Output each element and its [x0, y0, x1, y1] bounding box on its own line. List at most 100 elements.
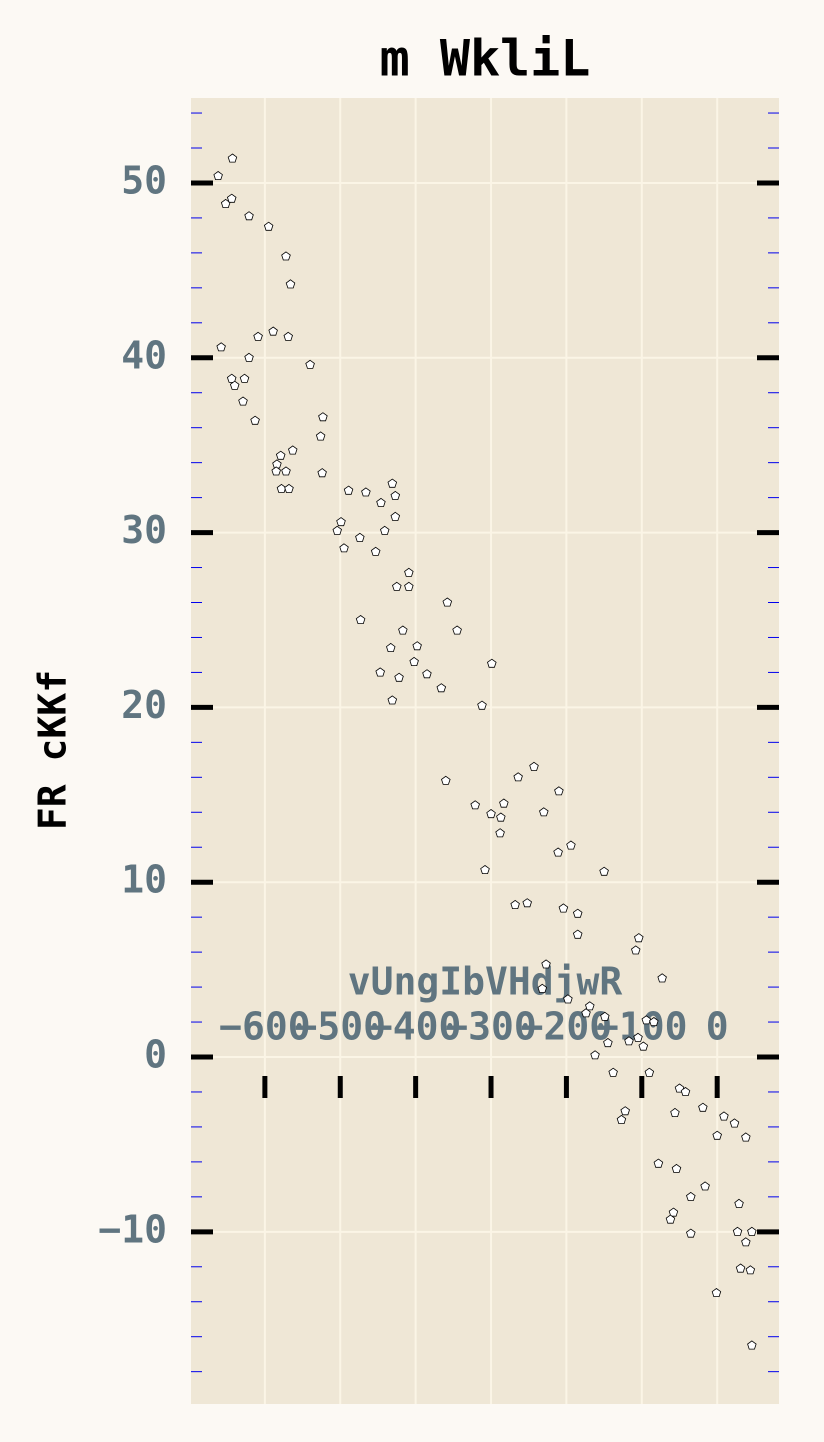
- point: [244, 211, 254, 221]
- point: [226, 373, 237, 383]
- point: [336, 517, 346, 527]
- point: [529, 761, 539, 771]
- point: [281, 251, 291, 261]
- y-tick-label: 10: [121, 858, 167, 902]
- point: [305, 359, 315, 369]
- point: [409, 656, 419, 666]
- point: [394, 672, 404, 682]
- y-tick-label: 20: [121, 683, 167, 727]
- grid: [191, 98, 779, 1404]
- point: [499, 798, 509, 808]
- point: [477, 700, 487, 710]
- point: [470, 800, 480, 810]
- point: [486, 809, 496, 819]
- point: [747, 1340, 757, 1350]
- point: [566, 840, 576, 850]
- point: [283, 331, 293, 341]
- point: [386, 642, 396, 652]
- point: [668, 1207, 679, 1217]
- point: [436, 683, 447, 693]
- y-axis-label: FR cKKf: [31, 670, 75, 830]
- point: [227, 153, 238, 163]
- point: [638, 1041, 649, 1051]
- point: [712, 1130, 722, 1140]
- y-tick-label: 30: [121, 508, 167, 552]
- point: [375, 667, 385, 677]
- point: [496, 812, 506, 822]
- point: [599, 866, 609, 876]
- point: [275, 450, 286, 460]
- point: [355, 615, 366, 624]
- point: [572, 929, 583, 939]
- point: [554, 786, 564, 796]
- point: [355, 532, 365, 542]
- point: [288, 445, 298, 455]
- point: [253, 331, 263, 341]
- point: [376, 497, 386, 507]
- point: [686, 1228, 696, 1238]
- y-tick-label: 0: [144, 1033, 167, 1077]
- point: [747, 1226, 757, 1236]
- point: [735, 1263, 746, 1273]
- point: [585, 1001, 595, 1011]
- point: [387, 478, 398, 488]
- point: [563, 994, 573, 1004]
- point: [332, 525, 342, 535]
- point: [719, 1111, 729, 1121]
- point: [671, 1163, 682, 1173]
- point: [513, 772, 523, 782]
- point: [603, 1038, 613, 1048]
- point: [380, 525, 390, 535]
- point: [268, 326, 278, 336]
- x-axis-label: vUngIbVHdjwR: [348, 960, 623, 1004]
- point: [487, 658, 497, 668]
- point: [734, 1198, 744, 1208]
- point: [581, 1008, 591, 1018]
- point: [541, 959, 551, 969]
- point: [620, 1106, 630, 1116]
- x-tick-label: −600: [219, 1005, 311, 1049]
- point: [600, 1011, 610, 1021]
- y-tick-label: 40: [121, 333, 167, 377]
- point: [250, 415, 260, 425]
- point: [616, 1114, 627, 1124]
- x-tick-label: −400: [370, 1005, 462, 1049]
- point: [480, 865, 490, 874]
- point: [398, 625, 408, 635]
- point: [238, 396, 248, 406]
- plot-area: [191, 98, 779, 1404]
- point: [698, 1102, 708, 1112]
- point: [263, 221, 274, 231]
- point: [244, 352, 254, 362]
- point: [558, 903, 569, 913]
- point: [390, 490, 401, 500]
- point: [644, 1067, 655, 1077]
- point: [572, 908, 583, 918]
- point: [213, 171, 223, 181]
- point: [285, 279, 296, 289]
- point: [510, 899, 520, 909]
- point: [318, 412, 328, 422]
- point: [649, 1016, 659, 1027]
- point: [686, 1191, 696, 1201]
- point: [590, 1050, 600, 1060]
- point: [343, 485, 354, 495]
- point: [732, 1226, 743, 1236]
- point: [700, 1181, 710, 1191]
- point: [284, 483, 294, 493]
- point: [404, 581, 414, 591]
- point: [387, 695, 398, 705]
- point: [633, 1032, 643, 1042]
- point: [239, 373, 250, 383]
- point: [317, 468, 327, 478]
- x-tick-label: −500: [295, 1005, 387, 1049]
- point: [665, 1214, 676, 1224]
- point: [442, 597, 453, 607]
- point: [392, 581, 402, 591]
- point: [634, 933, 644, 943]
- point: [745, 1265, 756, 1275]
- point: [412, 641, 422, 651]
- point: [653, 1158, 664, 1168]
- point: [631, 945, 641, 955]
- point: [553, 847, 563, 857]
